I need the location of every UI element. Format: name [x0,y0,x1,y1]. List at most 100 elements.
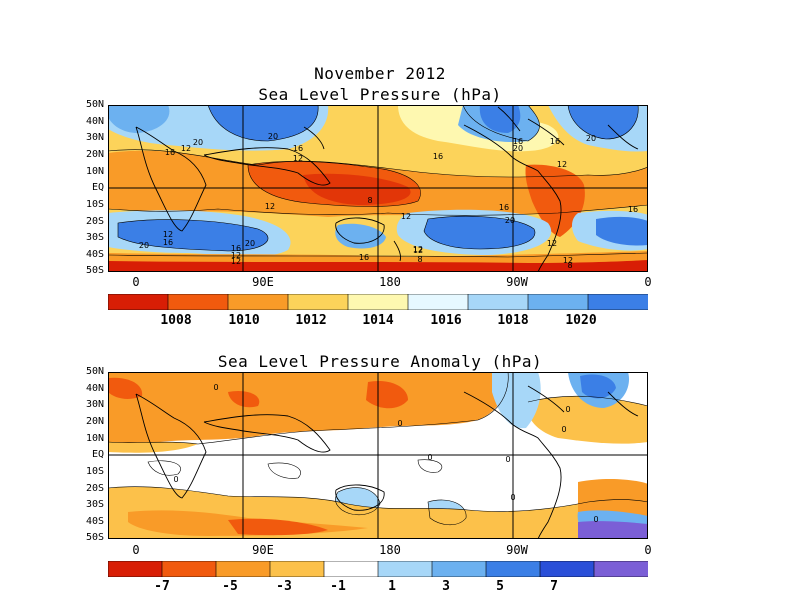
slp-contour-label: 16 [499,203,509,212]
slp-contour-label: 12 [293,154,303,163]
anom-contour-label: 0 [397,419,402,428]
lat-tick: 10N [85,166,104,177]
slp-contour-label: 8 [367,196,372,205]
anom-north-weak [108,442,198,453]
slp-contour-label: 12 [231,257,241,266]
slp-colorbar-swatch [167,294,229,310]
lat-tick: 50S [85,265,104,276]
anom-colorbar-swatch [215,561,271,577]
anom-cbar-label: -7 [154,579,170,594]
slp-colorbar-swatch [467,294,529,310]
slp-colorbar [108,294,648,310]
slp-contour-label: 12 [413,246,423,255]
lat-tick: EQ [91,449,104,460]
lat-tick: 30S [85,232,104,243]
slp-contour-label: 16 [163,238,173,247]
anom-colorbar-swatch [539,561,595,577]
slp-sindian-core [118,219,268,251]
slp-cbar-label: 1014 [362,313,394,328]
slp-colorbar-swatch [287,294,349,310]
anomaly-title: Sea Level Pressure Anomaly (hPa) [217,352,543,371]
lon-tick: 0 [132,275,140,289]
slp-contour-label: 12 [413,245,423,254]
slp-contour-label: 16 [359,253,369,262]
anom-colorbar-swatch [485,561,541,577]
slp-contour-label: 20 [505,216,515,225]
anom-contour-label: 0 [593,515,598,524]
lat-tick: 20N [85,416,104,427]
slp-contour-label: 12 [231,251,241,260]
anom-cbar-label: -3 [276,579,292,594]
slp-contour-label: 20 [193,138,203,147]
anom-colorbar-swatch [593,561,648,577]
slp-contour-label: 20 [586,134,596,143]
anom-cbar-label: 3 [442,579,450,594]
slp-colorbar-swatch [347,294,409,310]
anom-colorbar-swatch [323,561,379,577]
slp-siberia-high [208,105,319,141]
lon-tick: 0 [644,275,652,289]
slp-austral-high [335,223,386,249]
anom-contour-label: 0 [505,455,510,464]
slp-contours [108,105,648,258]
lon-tick: 90W [506,275,528,289]
lat-tick: 40N [85,116,104,127]
lat-tick: 50S [85,532,104,543]
lat-tick: 20N [85,149,104,160]
slp-contour-label: 16 [628,205,638,214]
lon-tick: 90E [252,275,274,289]
anom-contour-label: 0 [173,475,178,484]
lon-tick: 180 [379,543,401,557]
anom-cbar-label: -5 [222,579,238,594]
slp-contour-labels: 20 16 12 16 12 20 16 12 12 8 12 16 20 16… [139,132,638,270]
slp-pacific-low [303,173,411,205]
slp-subtitle: Sea Level Pressure (hPa) [258,85,502,104]
anom-contour-label: 0 [213,383,218,392]
slp-contour-label: 16 [550,137,560,146]
anom-cbar-label: -1 [330,579,346,594]
lat-tick: 20S [85,216,104,227]
slp-cbar-label: 1018 [497,313,529,328]
slp-cbar-label: 1012 [295,313,327,328]
slp-natl-high-core [568,105,639,139]
anom-atlantic-positive [527,396,648,444]
lat-tick: 40S [85,516,104,527]
anom-colorbar-swatch [431,561,487,577]
lat-tick: 30S [85,499,104,510]
slp-colorbar-swatch [108,294,169,310]
slp-satl-core [596,216,648,246]
lat-tick: 50N [85,99,104,110]
slp-contour-label: 12 [401,212,411,221]
slp-contour-label: 16 [513,137,523,146]
anom-scand-strong [228,390,260,408]
slp-contour-label: 8 [417,255,422,264]
anom-contour-label: 0 [561,425,566,434]
slp-contour-label: 16 [165,148,175,157]
lat-tick: 10S [85,466,104,477]
anom-south-core [228,518,328,536]
anom-sam-purple [578,521,648,539]
anom-contour-label: 0 [565,405,570,414]
slp-spac-core [424,216,535,249]
slp-colorbar-swatch [527,294,589,310]
anom-north-positive [108,372,509,445]
anom-colorbar-swatch [377,561,433,577]
slp-npac-high-inner [479,105,521,133]
slp-frame [108,105,648,272]
lon-tick: 0 [644,543,652,557]
anom-colorbar-swatch [108,561,163,577]
lat-tick: 40N [85,383,104,394]
anom-cbar-label: 5 [496,579,504,594]
slp-contour-label: 20 [139,241,149,250]
slp-contour-label: 12 [265,202,275,211]
main-title: November 2012 [314,64,446,83]
anom-contour-label: 0 [427,453,432,462]
lon-tick: 90W [506,543,528,557]
anom-cbar-label: 7 [550,579,558,594]
anomaly-map: 0 0 0 0 0 0 0 0 0 [108,372,648,539]
anom-natl-core [580,374,616,399]
slp-contour-label: 8 [567,261,572,270]
lat-tick: 50N [85,366,104,377]
lat-tick: 10S [85,199,104,210]
slp-contour-label: 12 [557,160,567,169]
